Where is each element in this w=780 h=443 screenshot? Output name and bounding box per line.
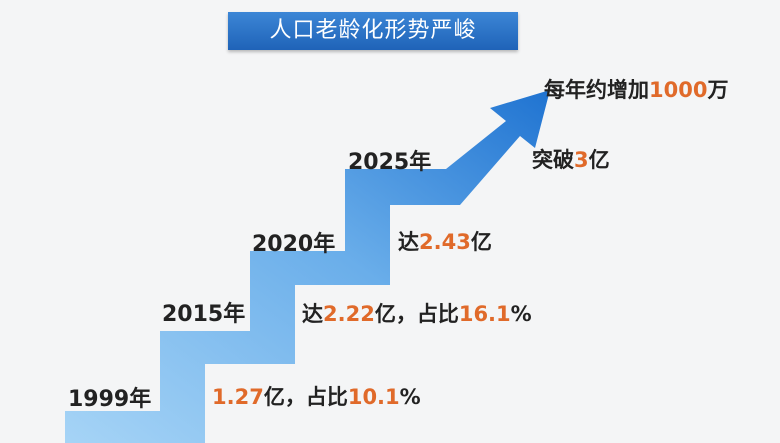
stat-2015: 达2.22亿，占比16.1% bbox=[302, 302, 532, 326]
year-2015: 2015年 bbox=[162, 302, 246, 327]
stat-1999: 1.27亿，占比10.1% bbox=[212, 385, 421, 409]
stat-2025: 突破3亿 bbox=[532, 148, 610, 172]
annual-increase-note: 每年约增加1000万 bbox=[544, 78, 729, 102]
year-2025: 2025年 bbox=[348, 150, 432, 175]
stat-2020: 达2.43亿 bbox=[398, 230, 492, 254]
year-2020: 2020年 bbox=[252, 232, 336, 257]
year-1999: 1999年 bbox=[68, 387, 152, 412]
staircase-arrow-shape bbox=[65, 90, 550, 443]
title-banner: 人口老龄化形势严峻 bbox=[228, 12, 518, 50]
